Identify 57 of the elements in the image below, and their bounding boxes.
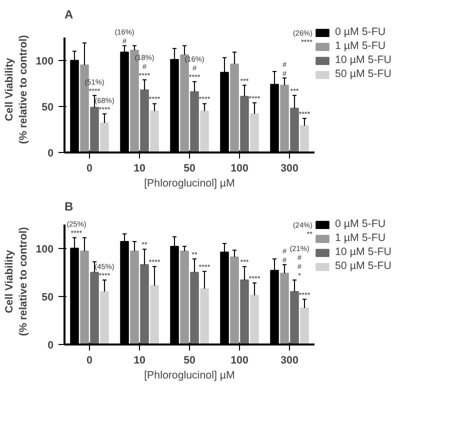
legend-label: 1 µM 5-FU <box>335 232 386 244</box>
bar <box>180 250 189 344</box>
bar <box>280 84 289 152</box>
y-tick-label: 0 <box>48 148 54 160</box>
bar <box>250 294 259 344</box>
x-axis-title: [Phloroglucinol] µM <box>144 370 235 382</box>
bar <box>240 96 249 152</box>
x-tick-label: 50 <box>184 162 196 174</box>
bar <box>90 272 99 344</box>
legend-label: 1 µM 5-FU <box>335 40 386 52</box>
x-tick-label: 10 <box>134 162 146 174</box>
bar <box>150 285 159 344</box>
bar <box>280 272 289 344</box>
x-tick-label: 10 <box>134 354 146 366</box>
x-tick-label: 0 <box>86 162 93 174</box>
bar <box>190 91 199 152</box>
y-tick-label: 100 <box>36 243 54 256</box>
chart-title: A <box>64 8 74 22</box>
y-tick-label: 100 <box>36 55 54 68</box>
x-tick-label: 50 <box>184 354 196 366</box>
bar <box>190 272 199 344</box>
bar <box>290 291 299 344</box>
x-tick-label: 100 <box>230 354 248 366</box>
y-tick-label: 0 <box>48 340 54 352</box>
y-axis-title: Cell Viability (% relative to control) <box>3 226 30 336</box>
bar <box>300 307 309 344</box>
y-axis-title: Cell Viability (% relative to control) <box>3 34 30 144</box>
x-tick-label: 300 <box>280 162 298 174</box>
bar <box>300 125 309 152</box>
bar <box>140 89 149 152</box>
legend-label: 10 µM 5-FU <box>335 54 392 66</box>
bar <box>240 280 249 344</box>
legend-label: 50 µM 5-FU <box>335 68 392 80</box>
x-tick-label: 0 <box>86 354 93 366</box>
bar <box>100 291 109 344</box>
bar <box>230 256 239 344</box>
legend-label: 0 µM 5-FU <box>335 26 386 38</box>
x-tick-label: 100 <box>230 162 248 174</box>
bar <box>290 108 299 152</box>
x-axis-title: [Phloroglucinol] µM <box>144 178 235 190</box>
chart-title: B <box>64 200 74 214</box>
bar <box>230 64 239 152</box>
bar <box>250 113 259 152</box>
bar <box>200 110 209 152</box>
bar <box>90 106 99 152</box>
bar <box>100 122 109 152</box>
bar <box>200 288 209 344</box>
legend-label: 10 µM 5-FU <box>335 246 392 258</box>
bar <box>80 250 89 344</box>
y-tick-label: 50 <box>42 101 54 114</box>
bar <box>150 110 159 152</box>
bar <box>130 250 139 344</box>
legend-label: 0 µM 5-FU <box>335 218 386 230</box>
legend-label: 50 µM 5-FU <box>335 260 392 272</box>
y-tick-label: 50 <box>42 291 54 304</box>
x-tick-label: 300 <box>280 354 298 366</box>
bar <box>140 264 149 344</box>
